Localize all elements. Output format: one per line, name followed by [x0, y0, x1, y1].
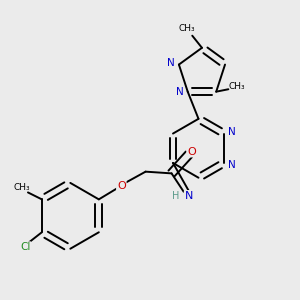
Text: Cl: Cl [20, 242, 30, 252]
Text: CH₃: CH₃ [229, 82, 245, 91]
Text: N: N [228, 160, 236, 170]
Text: N: N [176, 87, 184, 98]
Text: O: O [187, 147, 196, 157]
Text: H: H [172, 191, 179, 201]
Text: CH₃: CH₃ [179, 24, 195, 33]
Text: N: N [228, 127, 236, 137]
Text: CH₃: CH₃ [14, 183, 30, 192]
Text: N: N [185, 191, 193, 201]
Text: O: O [117, 181, 126, 190]
Text: N: N [167, 58, 175, 68]
